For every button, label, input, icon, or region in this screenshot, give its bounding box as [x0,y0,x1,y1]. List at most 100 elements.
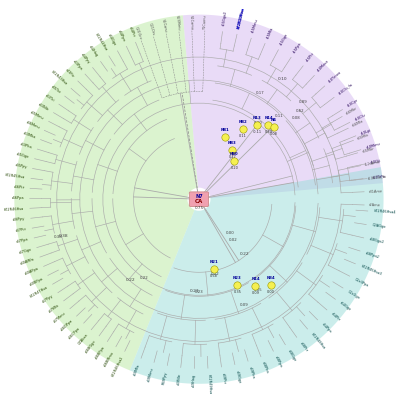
Polygon shape [183,15,383,198]
Text: r46Ppy: r46Ppy [12,217,25,222]
Text: r2Ame: r2Ame [368,203,380,208]
Text: 0.17: 0.17 [256,91,265,95]
Point [265,122,272,128]
Text: 0.22: 0.22 [140,276,148,280]
Text: N7: N7 [195,194,203,199]
Text: hT2R10Hsa: hT2R10Hsa [236,6,245,29]
Text: 0.35: 0.35 [233,290,241,294]
Text: r10Lpi: r10Lpi [360,128,372,136]
Text: C2DOrv: C2DOrv [134,26,143,40]
Text: r65Mbr: r65Mbr [361,146,375,154]
Text: r15Mmu: r15Mmu [251,18,260,34]
Text: r43Nle: r43Nle [38,102,50,112]
Text: 0.22: 0.22 [210,272,219,276]
Text: r44Ppa: r44Ppa [117,29,126,42]
Text: N21: N21 [209,260,218,264]
Text: 0.20: 0.20 [254,122,262,126]
Text: -0.11: -0.11 [252,130,262,134]
Text: C2zGgo: C2zGgo [347,289,361,300]
Text: 0.89: 0.89 [299,100,307,104]
Text: 0.00: 0.00 [226,231,235,235]
Point [254,122,260,128]
Text: r48Ppa2: r48Ppa2 [365,251,380,259]
Text: N14: N14 [251,277,260,281]
Text: 0.58: 0.58 [210,274,218,278]
Text: r47Ggo: r47Ggo [18,247,32,255]
Text: r46BGgo: r46BGgo [85,339,97,354]
Text: r15Ptr: r15Ptr [305,51,315,62]
Text: r48Ppa: r48Ppa [274,356,283,368]
Text: r10Clu_fa: r10Clu_fa [338,82,353,96]
Text: r48Ptr: r48Ptr [298,341,308,352]
Text: r47Ptr: r47Ptr [15,227,27,233]
Point [234,282,240,288]
Text: 0.05: 0.05 [253,288,262,292]
Text: N23: N23 [233,276,242,280]
Text: r15Ggo: r15Ggo [279,32,289,46]
Text: CZAbsa: CZAbsa [78,333,89,346]
Text: N83: N83 [228,141,237,145]
Text: N14: N14 [264,116,273,120]
Text: N4: N4 [271,118,276,122]
Text: 0.38: 0.38 [54,235,62,239]
Text: 0.20: 0.20 [230,166,238,170]
Text: C2AGgo: C2AGgo [372,224,386,230]
Text: hT2R43Hsa: hT2R43Hsa [50,70,68,86]
Text: r43Tci: r43Tci [44,94,55,103]
Text: r66Mfa: r66Mfa [351,119,364,128]
Text: hT2R46Hsa4: hT2R46Hsa4 [373,210,396,215]
Text: r64Ppa: r64Ppa [320,322,332,334]
Text: r46Mmu: r46Mmu [25,120,40,130]
Text: CA: CA [195,199,203,204]
Text: r48Pha: r48Pha [261,361,270,374]
Text: hT2R47Hsa: hT2R47Hsa [29,285,49,299]
Text: r31Ame: r31Ame [368,189,382,194]
Text: r15Ppa: r15Ppa [292,41,303,54]
Text: r10Tmou: r10Tmou [328,70,342,84]
Text: r10Cpr: r10Cpr [346,98,359,108]
Text: N82: N82 [238,120,247,124]
Text: r47Ppy: r47Ppy [42,294,54,304]
Text: N13: N13 [252,116,261,120]
Text: r46Ppa: r46Ppa [12,196,24,200]
Text: r10TrFu: r10TrFu [372,174,386,180]
Text: V1Canu: V1Canu [161,19,168,33]
Text: r49Nle: r49Nle [177,373,182,385]
Text: r45Tor: r45Tor [50,84,62,94]
Text: 0.23: 0.23 [194,290,203,294]
Text: r40AMfa: r40AMfa [20,257,35,266]
Point [268,282,274,288]
Text: r47Ppa: r47Ppa [16,237,29,244]
Text: r44Ppy: r44Ppy [80,52,90,64]
Text: 0.09: 0.09 [252,291,260,295]
Text: r43Pha: r43Pha [19,142,32,149]
Text: V1Camu: V1Camu [189,14,194,30]
Text: 0.22: 0.22 [126,278,136,282]
Text: hT2R46Hsa: hT2R46Hsa [4,206,24,212]
Text: r43Ppa: r43Ppa [71,59,83,71]
Text: 0.23: 0.23 [189,289,199,293]
Text: Y1Camu: Y1Camu [203,15,207,30]
Text: r48Ggo: r48Ggo [286,349,297,362]
Text: 0.08: 0.08 [292,116,300,120]
Text: 0.38: 0.38 [58,234,68,238]
Text: r10Oji: r10Oji [370,159,381,165]
Text: r47Mfa: r47Mfa [48,303,60,313]
Text: 0.17: 0.17 [228,155,236,159]
Text: 0.08: 0.08 [270,132,278,136]
Text: r46BPpa: r46BPpa [94,345,106,360]
Text: r49Ptr: r49Ptr [220,372,226,384]
Point [222,134,228,140]
Text: r46BMmu: r46BMmu [103,351,115,368]
Text: r40APpa: r40APpa [24,267,39,276]
Text: r44Ptr: r44Ptr [127,26,135,38]
Text: 0.11: 0.11 [239,134,247,138]
Text: hT2R46Hsa3: hT2R46Hsa3 [360,264,382,276]
Text: r49Pha: r49Pha [248,366,255,379]
Text: hT2R48Hsa: hT2R48Hsa [310,332,326,350]
Text: r44Hag: r44Hag [88,45,99,58]
Text: 0.09: 0.09 [240,304,248,308]
Text: t12sAme: t12sAme [365,160,381,167]
Point [229,146,236,153]
Point [252,283,259,290]
